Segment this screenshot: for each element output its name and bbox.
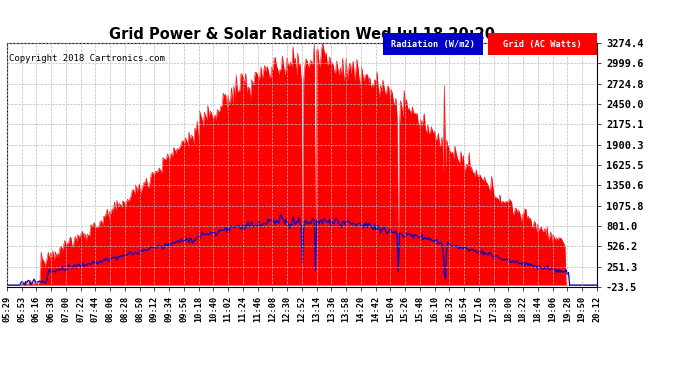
FancyBboxPatch shape [488, 33, 597, 55]
Text: Copyright 2018 Cartronics.com: Copyright 2018 Cartronics.com [9, 54, 164, 63]
Text: Radiation (W/m2): Radiation (W/m2) [391, 40, 475, 49]
Title: Grid Power & Solar Radiation Wed Jul 18 20:20: Grid Power & Solar Radiation Wed Jul 18 … [109, 27, 495, 42]
FancyBboxPatch shape [383, 33, 484, 55]
Text: Grid (AC Watts): Grid (AC Watts) [503, 40, 582, 49]
